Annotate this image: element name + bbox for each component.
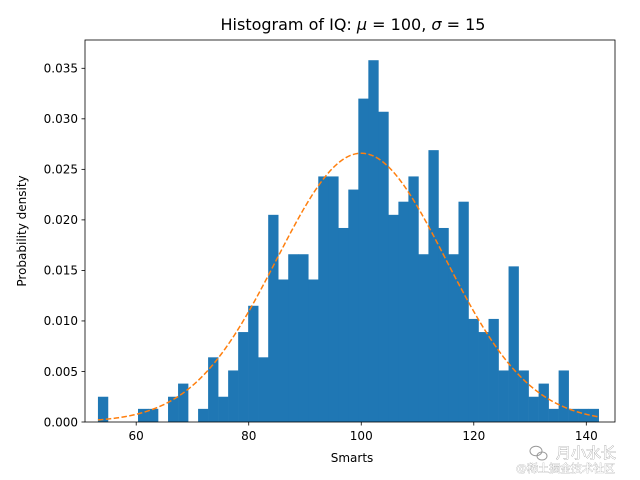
histogram-bar	[528, 396, 539, 422]
histogram-bar	[388, 214, 399, 422]
histogram-bar	[518, 370, 529, 422]
histogram-bar	[338, 227, 349, 422]
histogram-bar	[168, 396, 179, 422]
y-axis-label: Probability density	[15, 175, 29, 286]
plot-frame	[84, 39, 616, 423]
histogram-bar	[418, 254, 429, 422]
histogram-bar	[218, 396, 229, 422]
histogram-bar	[248, 305, 259, 422]
y-tick-label: 0.030	[44, 112, 78, 126]
histogram-bar	[448, 254, 459, 422]
histogram-bar	[378, 111, 389, 422]
y-tick-label: 0.020	[44, 213, 78, 227]
histogram-bar	[368, 60, 379, 423]
histogram-bar	[97, 396, 109, 422]
x-tick-label: 140	[575, 429, 598, 443]
histogram-bar	[228, 370, 239, 422]
chart-title: Histogram of IQ: μ = 100, σ = 15	[221, 15, 486, 34]
x-tick-label: 120	[462, 429, 485, 443]
y-tick-label: 0.025	[44, 163, 78, 177]
x-axis-ticks: 60 80 100 120 140	[129, 422, 598, 443]
histogram-bar	[148, 408, 159, 422]
histogram-bar	[238, 332, 249, 422]
histogram-bar	[328, 176, 339, 422]
histogram-bar	[398, 201, 409, 422]
histogram-bar	[438, 227, 449, 422]
histogram-bar	[498, 370, 509, 422]
histogram-bar	[408, 176, 419, 422]
histogram-bar	[358, 98, 369, 423]
histogram-bar	[478, 332, 489, 422]
histogram-bar	[508, 266, 519, 422]
histogram-bar	[558, 370, 569, 422]
x-tick-label: 100	[350, 429, 373, 443]
histogram-bar	[428, 150, 439, 422]
histogram-bar	[198, 408, 209, 422]
histogram-bar	[308, 279, 319, 422]
watermark-author: 月小水长	[556, 444, 616, 462]
histogram-bar	[298, 254, 309, 422]
histogram-bar	[318, 176, 329, 422]
histogram-bar	[568, 408, 579, 422]
x-tick-label: 80	[241, 429, 256, 443]
watermark-site: @稀土掘金技术社区	[516, 461, 615, 475]
histogram-bar	[348, 189, 359, 422]
histogram-bar	[548, 408, 559, 422]
wechat-icon	[529, 445, 548, 461]
histogram-bar	[488, 318, 499, 422]
histogram-bar	[138, 408, 149, 422]
histogram-bar	[258, 357, 269, 422]
y-axis-ticks: 0.000 0.005 0.010 0.015 0.020 0.025 0.030 0.035	[44, 62, 85, 429]
y-tick-label: 0.010	[44, 314, 78, 328]
histogram-bar	[288, 254, 299, 422]
histogram-bar	[178, 383, 189, 422]
x-tick-label: 60	[129, 429, 144, 443]
histogram-bar	[458, 201, 469, 422]
histogram-bar	[268, 214, 279, 422]
y-tick-label: 0.005	[44, 365, 78, 379]
histogram-bar	[468, 318, 479, 422]
histogram-bar	[538, 383, 549, 422]
histogram-bars	[97, 60, 599, 423]
histogram-bar	[278, 279, 289, 422]
normal-pdf-curve	[97, 152, 599, 421]
histogram-bar	[208, 357, 219, 422]
histogram-bar	[578, 408, 589, 422]
y-tick-label: 0.000	[44, 415, 78, 429]
x-axis-label: Smarts	[331, 451, 374, 465]
watermark: 月小水长 @稀土掘金技术社区	[516, 444, 617, 476]
y-tick-label: 0.035	[44, 62, 78, 76]
y-tick-label: 0.015	[44, 264, 78, 278]
